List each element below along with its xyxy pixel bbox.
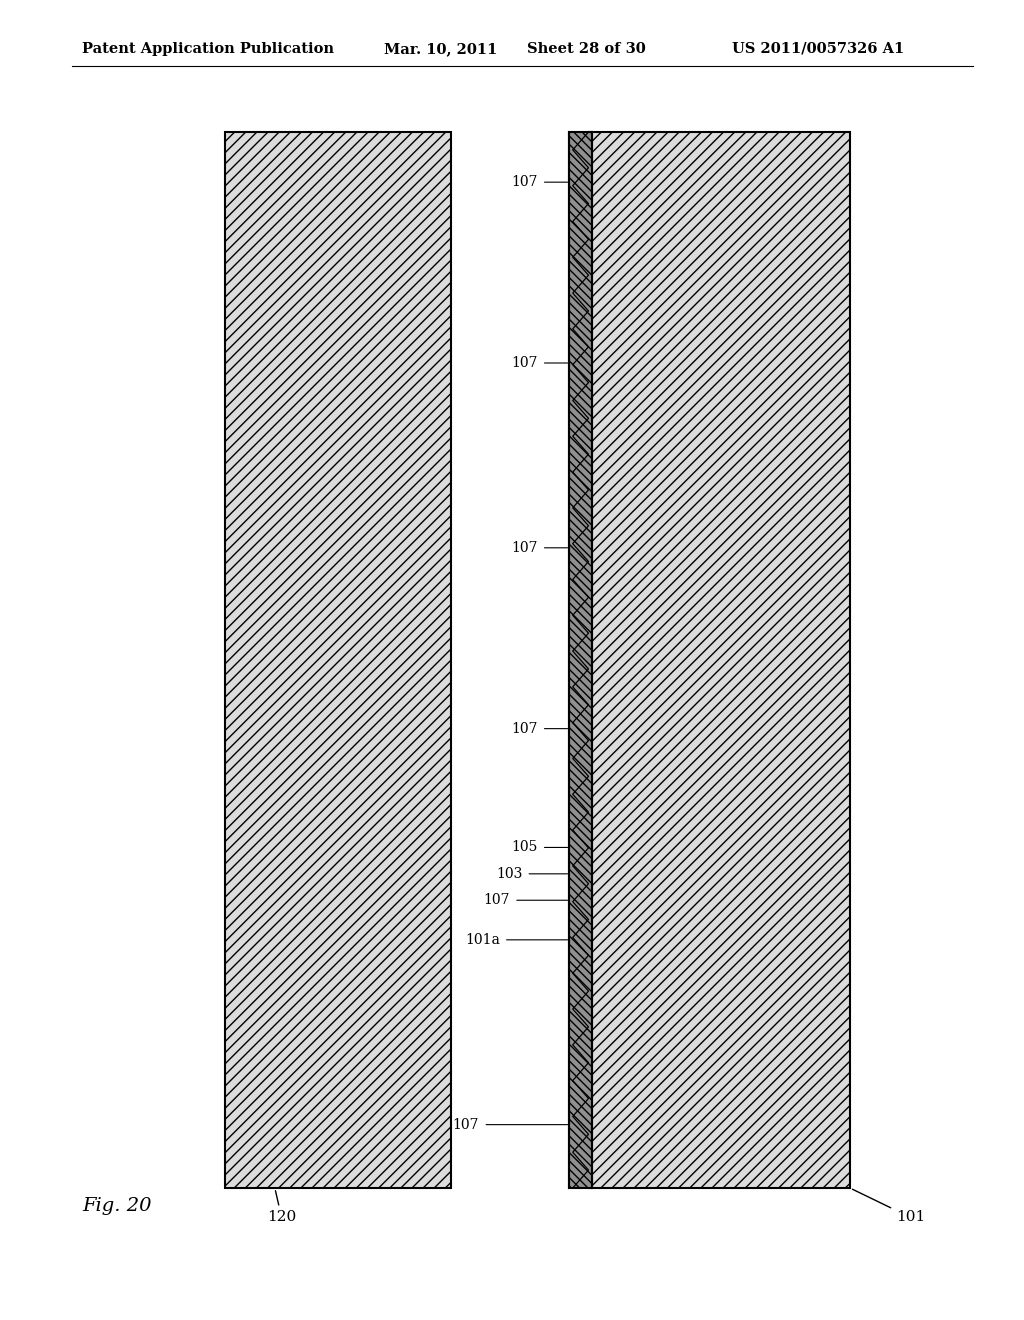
Text: Sheet 28 of 30: Sheet 28 of 30 (527, 42, 646, 55)
Bar (569, 132, 592, 1188)
Text: 105: 105 (511, 841, 538, 854)
Text: 107: 107 (511, 176, 538, 189)
Text: 120: 120 (267, 1191, 296, 1225)
Text: 101a: 101a (465, 933, 500, 946)
Text: 107: 107 (511, 722, 538, 735)
Text: 107: 107 (511, 356, 538, 370)
Text: Mar. 10, 2011: Mar. 10, 2011 (384, 42, 498, 55)
Text: 101: 101 (852, 1189, 926, 1225)
Bar (225, 132, 451, 1188)
Text: Fig. 20: Fig. 20 (82, 1197, 152, 1216)
Text: Patent Application Publication: Patent Application Publication (82, 42, 334, 55)
Text: 107: 107 (453, 1118, 479, 1131)
Text: 107: 107 (511, 541, 538, 554)
Bar (589, 132, 850, 1188)
Text: US 2011/0057326 A1: US 2011/0057326 A1 (732, 42, 904, 55)
Text: 103: 103 (496, 867, 522, 880)
Text: 107: 107 (483, 894, 510, 907)
